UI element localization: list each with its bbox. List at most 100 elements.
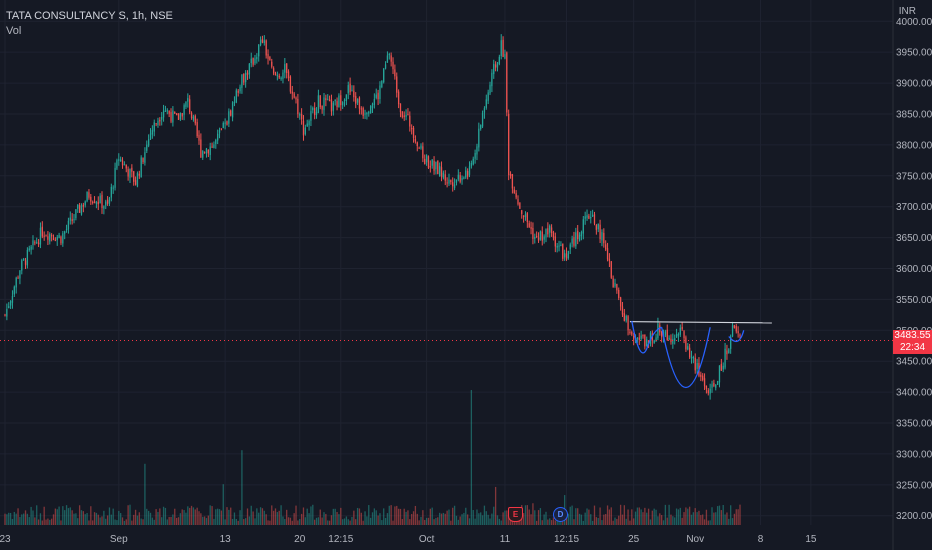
volume-bar bbox=[252, 511, 254, 525]
volume-bar bbox=[394, 506, 396, 525]
earnings-event-icon[interactable]: E bbox=[508, 507, 523, 522]
volume-bar bbox=[603, 514, 605, 525]
candle-body bbox=[659, 325, 661, 333]
volume-bar bbox=[705, 509, 708, 525]
volume-bar bbox=[660, 515, 663, 525]
volume-bar bbox=[271, 505, 273, 525]
candle-body bbox=[136, 172, 139, 187]
volume-bar bbox=[228, 509, 230, 525]
candle-body bbox=[194, 115, 196, 124]
candle-body bbox=[444, 174, 446, 181]
volume-bar bbox=[291, 520, 293, 525]
candle-body bbox=[88, 192, 90, 198]
candle-body bbox=[28, 248, 30, 251]
y-tick-label: 4000.00 bbox=[896, 17, 932, 28]
volume-bar bbox=[715, 512, 717, 525]
volume-bar bbox=[608, 509, 611, 525]
volume-bar bbox=[373, 508, 376, 525]
candle-body bbox=[121, 160, 124, 166]
volume-bar bbox=[444, 513, 446, 525]
candle-body bbox=[642, 334, 644, 337]
volume-bar bbox=[295, 505, 297, 525]
volume-bar bbox=[41, 520, 43, 525]
candle-body bbox=[657, 323, 659, 339]
candle-body bbox=[200, 139, 202, 158]
candle-body bbox=[284, 64, 286, 73]
volume-bar bbox=[694, 508, 696, 525]
candle-body bbox=[274, 73, 277, 76]
candle-body bbox=[453, 184, 456, 189]
candle-body bbox=[483, 108, 486, 113]
volume-bar bbox=[263, 510, 265, 525]
candle-body bbox=[228, 111, 230, 124]
candle-body bbox=[517, 199, 519, 205]
volume-bar bbox=[707, 520, 709, 525]
volume-bar bbox=[272, 510, 275, 525]
volume-bar bbox=[703, 519, 706, 525]
candle-body bbox=[651, 333, 653, 342]
volume-bar bbox=[325, 513, 327, 525]
volume-bar bbox=[155, 509, 157, 525]
volume-bar bbox=[185, 512, 187, 525]
candle-body bbox=[286, 63, 288, 74]
volume-bar bbox=[118, 510, 120, 525]
volume-bar bbox=[149, 512, 152, 525]
candle-body bbox=[49, 233, 51, 242]
candle-body bbox=[64, 231, 66, 234]
dividend-event-icon[interactable]: D bbox=[553, 507, 568, 522]
candle-body bbox=[13, 286, 15, 295]
volume-bar bbox=[248, 516, 251, 525]
volume-bar bbox=[371, 512, 374, 525]
volume-bar bbox=[250, 505, 252, 525]
candle-body bbox=[681, 326, 683, 330]
candle-body bbox=[560, 244, 562, 246]
volume-bar bbox=[610, 507, 612, 525]
volume-bar bbox=[215, 509, 217, 525]
volume-bar bbox=[196, 507, 198, 525]
volume-bar bbox=[739, 504, 741, 525]
candle-body bbox=[127, 169, 129, 177]
candle-body bbox=[582, 219, 584, 234]
candle-body bbox=[235, 90, 237, 103]
candle-body bbox=[310, 111, 312, 121]
volume-bar bbox=[666, 517, 668, 525]
volume-bar bbox=[491, 513, 493, 525]
volume-bar bbox=[601, 520, 603, 525]
volume-bar bbox=[427, 517, 430, 525]
candle-body bbox=[494, 64, 497, 68]
candle-body bbox=[696, 362, 698, 369]
candle-body bbox=[293, 93, 295, 98]
candle-body bbox=[26, 249, 29, 266]
candle-body bbox=[80, 205, 83, 215]
volume-bar bbox=[674, 517, 676, 525]
volume-bar bbox=[355, 519, 357, 525]
volume-bar bbox=[679, 507, 681, 525]
volume-bar bbox=[383, 508, 385, 525]
candle-body bbox=[267, 53, 269, 59]
volume-bar bbox=[293, 513, 295, 525]
volume-bar bbox=[120, 513, 122, 525]
volume-bar bbox=[142, 519, 144, 525]
volume-bar bbox=[506, 510, 508, 525]
volume-bar bbox=[151, 517, 154, 525]
candle-body bbox=[343, 99, 346, 101]
volume-bar bbox=[485, 511, 487, 525]
candle-body bbox=[457, 174, 459, 180]
candle-body bbox=[580, 232, 583, 237]
candle-body bbox=[466, 171, 469, 177]
candle-body bbox=[62, 233, 64, 244]
candle-body bbox=[692, 356, 695, 359]
candle-body bbox=[280, 77, 282, 80]
candle-body bbox=[588, 215, 590, 219]
volume-indicator-label[interactable]: Vol bbox=[6, 25, 22, 37]
volume-bar bbox=[267, 520, 269, 525]
candle-body bbox=[129, 168, 131, 178]
candle-body bbox=[437, 160, 439, 175]
volume-bar bbox=[24, 510, 27, 525]
candle-body bbox=[114, 167, 116, 188]
volume-bar bbox=[36, 505, 38, 525]
volume-bar bbox=[15, 513, 17, 525]
candle-body bbox=[679, 327, 681, 335]
volume-bar bbox=[192, 507, 195, 525]
